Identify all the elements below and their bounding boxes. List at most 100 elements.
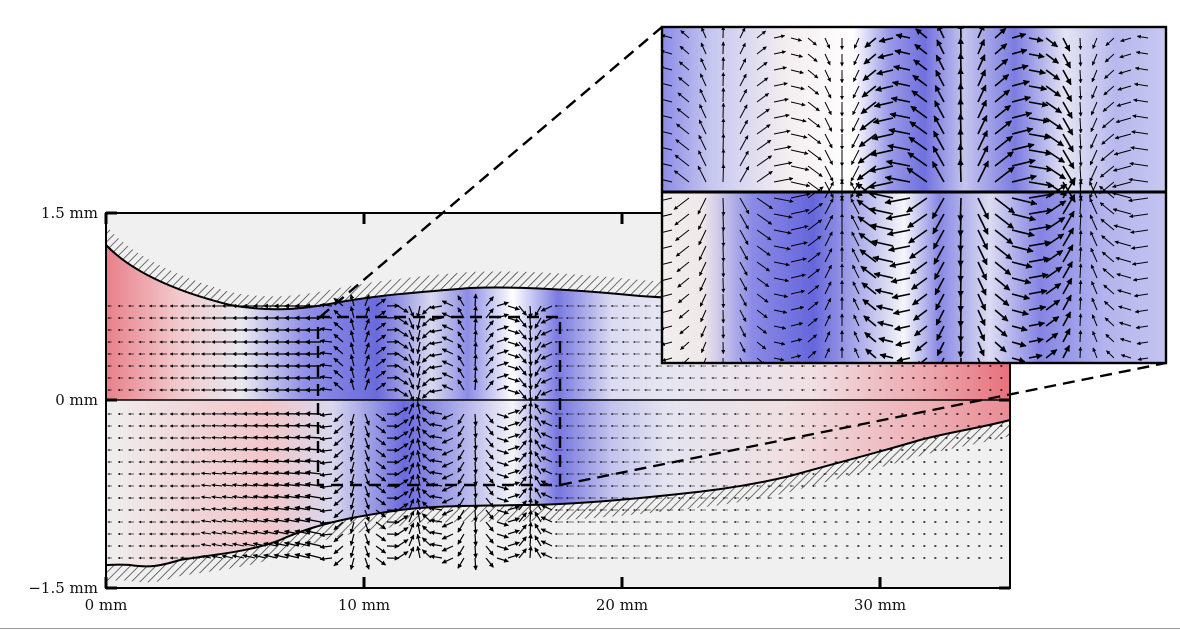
- flow-arrow: [1078, 69, 1083, 84]
- flow-arrow: [441, 533, 454, 540]
- flow-arrow: [457, 413, 465, 425]
- top-wall-hatch: [106, 225, 1010, 345]
- flow-arrow: [441, 360, 454, 367]
- flow-arrow: [416, 497, 421, 511]
- flow-arrow: [507, 541, 520, 547]
- flow-arrow: [528, 497, 533, 511]
- flow-arrow: [739, 73, 747, 87]
- flow-arrow: [485, 509, 494, 520]
- flow-arrow: [507, 365, 520, 371]
- flow-arrow: [540, 420, 553, 427]
- flow-arrow: [528, 449, 533, 463]
- zoom-inset: [660, 25, 1168, 365]
- flow-arrow: [333, 521, 344, 531]
- y-tick-label-middle: 0 mm: [55, 391, 98, 409]
- flow-arrow: [473, 521, 478, 535]
- flow-arrow: [496, 349, 509, 355]
- flow-arrow: [507, 553, 520, 559]
- flow-arrow: [416, 473, 421, 487]
- flow-arrow: [200, 483, 212, 488]
- flow-arrow: [232, 506, 245, 511]
- flow-arrow: [739, 261, 748, 276]
- flow-arrow: [677, 92, 690, 103]
- flow-arrow: [675, 229, 690, 242]
- flow-arrow: [429, 542, 443, 548]
- flow-arrow: [211, 435, 223, 440]
- flow-arrow: [528, 413, 533, 427]
- flow-arrow: [485, 521, 494, 532]
- flow-arrow: [534, 463, 542, 475]
- flow-arrow: [457, 379, 465, 391]
- flow-arrow: [534, 523, 542, 535]
- flow-arrow: [528, 341, 533, 355]
- flow-arrow: [416, 317, 421, 331]
- flow-arrow: [221, 506, 234, 511]
- flow-arrow: [457, 521, 465, 533]
- flow-arrow: [349, 413, 355, 427]
- flow-arrow: [473, 365, 478, 379]
- flow-arrow: [364, 533, 370, 546]
- flow-arrow: [408, 534, 415, 547]
- flow-arrow: [540, 540, 553, 547]
- flow-arrow: [534, 499, 542, 511]
- flow-arrow: [518, 512, 527, 523]
- flow-arrow: [364, 509, 370, 522]
- flow-arrow: [540, 353, 553, 360]
- flow-arrow: [397, 418, 409, 427]
- flow-arrow: [333, 533, 344, 543]
- flow-arrow: [680, 357, 690, 363]
- flow-arrow: [528, 437, 533, 451]
- flow-arrow: [364, 425, 370, 438]
- flow-arrow: [534, 317, 542, 329]
- flow-arrow: [408, 438, 415, 451]
- flow-arrow: [540, 504, 553, 511]
- flow-arrow: [364, 413, 370, 426]
- zoom-region-box: [316, 315, 562, 487]
- flow-arrow: [429, 388, 443, 394]
- flow-arrow: [457, 367, 465, 379]
- flow-arrow: [364, 497, 370, 510]
- flow-arrow: [496, 545, 509, 551]
- flow-arrow: [375, 413, 387, 422]
- flow-arrow: [739, 309, 747, 322]
- flow-arrow: [416, 533, 421, 547]
- flow-arrow: [333, 357, 344, 367]
- flow-arrow: [429, 434, 443, 440]
- flow-arrow: [304, 529, 322, 535]
- flow-arrow: [507, 421, 520, 427]
- flow-arrow: [739, 293, 747, 307]
- flow-arrow: [677, 277, 690, 288]
- flow-arrow: [739, 42, 746, 55]
- flow-arrow: [676, 123, 690, 135]
- flow-arrow: [421, 365, 432, 375]
- flow-arrow: [397, 526, 409, 535]
- flow-arrow: [221, 530, 234, 535]
- flow-arrow: [319, 302, 333, 308]
- flow-arrow: [496, 373, 509, 379]
- flow-arrow: [457, 557, 465, 569]
- flow-arrow: [416, 365, 421, 379]
- flow-arrow: [507, 377, 520, 383]
- flow-arrow: [349, 329, 355, 343]
- flow-arrow: [485, 425, 494, 436]
- flow-arrow: [496, 425, 509, 431]
- flow-arrow: [408, 353, 415, 366]
- flow-arrow: [540, 552, 553, 559]
- flow-arrow: [416, 449, 421, 463]
- flow-arrow: [739, 119, 748, 135]
- flow-arrow: [364, 449, 370, 462]
- flow-arrow: [540, 317, 553, 324]
- flow-arrow: [540, 492, 553, 499]
- flow-arrow: [416, 377, 421, 391]
- flow-arrow: [421, 317, 432, 327]
- flow-arrow: [429, 518, 443, 524]
- flow-arrow: [739, 150, 749, 167]
- flow-arrow: [242, 435, 256, 440]
- flow-arrow: [721, 197, 726, 217]
- flow-arrow: [319, 472, 333, 478]
- flow-arrow: [421, 501, 432, 511]
- flow-arrow: [349, 557, 355, 571]
- flow-arrow: [416, 509, 421, 523]
- x-tick-label-0: 0 mm: [85, 596, 128, 614]
- flow-arrow: [507, 469, 520, 475]
